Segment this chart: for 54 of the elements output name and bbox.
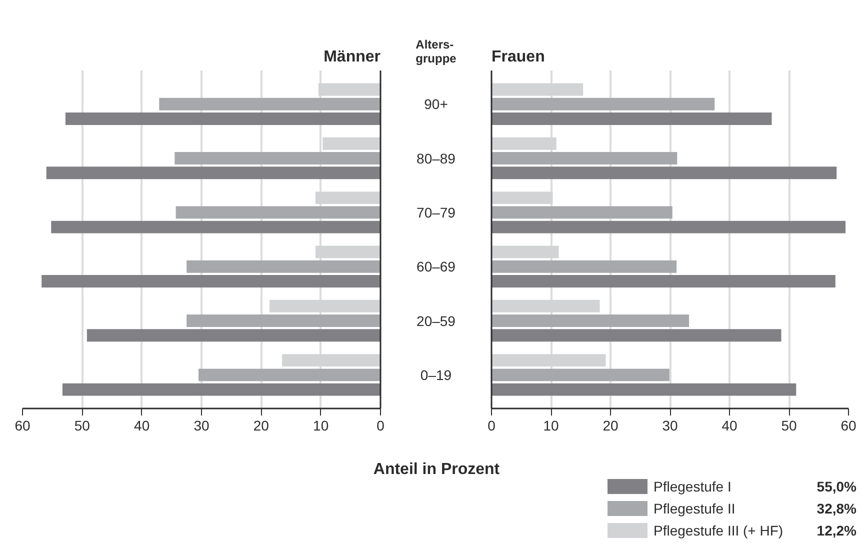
- chart-title: Frauen: [492, 48, 545, 66]
- bar: [492, 260, 677, 273]
- bar: [492, 152, 678, 164]
- y-tick-label: 0–19: [420, 366, 452, 383]
- y-tick-label: 60–69: [416, 258, 456, 275]
- bar: [186, 260, 380, 273]
- bar: [42, 274, 380, 288]
- x-tick-label: 20: [602, 418, 618, 434]
- bar: [46, 166, 380, 180]
- bar: [198, 368, 380, 382]
- bar: [492, 329, 782, 342]
- bar: [159, 98, 380, 110]
- bar: [492, 383, 796, 396]
- x-tick-label: 40: [134, 418, 150, 434]
- bar: [492, 166, 837, 180]
- chart-title: Männer: [324, 48, 381, 66]
- y-axis-title: Alters- gruppe: [416, 38, 457, 66]
- x-tick-label: 50: [781, 418, 797, 434]
- bar: [176, 206, 380, 219]
- bar: [492, 314, 690, 327]
- x-tick-label: 60: [14, 418, 30, 434]
- text: 55,0%: [816, 478, 858, 494]
- legend-label: Pflegestufe I: [654, 478, 732, 494]
- bar: [492, 206, 672, 219]
- bar: [174, 152, 380, 164]
- bar: [492, 368, 670, 382]
- x-tick-label: 40: [722, 418, 738, 434]
- x-tick-label: 10: [313, 418, 329, 434]
- x-tick-label: 50: [74, 418, 90, 434]
- x-tick-label: 60: [840, 418, 856, 434]
- y-tick-label: 80–89: [416, 150, 456, 166]
- legend-label: Pflegestufe III (+ HF): [654, 522, 784, 538]
- x-tick-label: 20: [253, 418, 270, 434]
- y-tick-label: 90+: [424, 96, 448, 112]
- bar: [492, 98, 715, 110]
- bar: [62, 383, 380, 396]
- x-tick-label: 30: [662, 418, 678, 434]
- bar: [86, 329, 380, 342]
- x-axis-title: Anteil in Prozent: [373, 461, 500, 478]
- text: 32,8%: [816, 500, 858, 516]
- x-tick-label: 10: [543, 418, 559, 434]
- bar: [492, 220, 846, 234]
- x-tick-label: 0: [376, 418, 385, 434]
- y-tick-label: 70–79: [416, 204, 456, 220]
- legend-label: Pflegestufe II: [654, 500, 736, 516]
- bar: [51, 220, 380, 234]
- bar: [186, 314, 380, 327]
- y-tick-label: 20–59: [416, 312, 456, 329]
- bar: [492, 112, 772, 125]
- x-tick-label: 30: [194, 418, 210, 434]
- x-tick-label: 0: [488, 418, 496, 434]
- bar: [65, 112, 380, 125]
- text: 12,2%: [816, 522, 858, 538]
- bar: [492, 274, 836, 288]
